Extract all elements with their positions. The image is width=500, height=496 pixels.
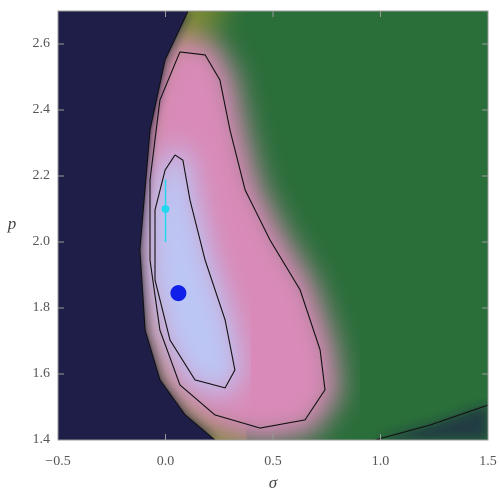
outside-region bbox=[374, 405, 488, 440]
x-tick-label: 1.0 bbox=[372, 454, 390, 469]
y-axis-label: p bbox=[7, 214, 17, 233]
y-tick-label: 2.2 bbox=[33, 168, 51, 183]
y-tick-label: 1.4 bbox=[33, 432, 51, 447]
x-axis-label: σ bbox=[269, 473, 278, 492]
y-tick-label: 2.0 bbox=[33, 234, 51, 249]
contour-line bbox=[374, 404, 488, 440]
y-tick-label: 1.8 bbox=[33, 300, 51, 315]
x-tick-label: 0.0 bbox=[157, 454, 175, 469]
outside-region bbox=[58, 11, 215, 440]
point bbox=[170, 285, 187, 302]
x-tick-label: −0.5 bbox=[45, 454, 70, 469]
y-tick-label: 1.6 bbox=[33, 366, 51, 381]
x-tick-label: 1.5 bbox=[479, 454, 497, 469]
x-tick-label: 0.5 bbox=[264, 454, 282, 469]
point bbox=[161, 205, 170, 213]
contour-line bbox=[154, 154, 236, 389]
contour-line bbox=[139, 11, 216, 440]
y-tick-label: 2.4 bbox=[33, 102, 51, 117]
plot-area bbox=[58, 11, 488, 440]
axes: −0.5 0.0 0.5 1.0 1.5 1.4 1.6 1.8 2.0 2.2 2.4 2.6 bbox=[33, 10, 497, 469]
contour-line bbox=[149, 51, 326, 429]
y-tick-label: 2.6 bbox=[33, 36, 51, 51]
